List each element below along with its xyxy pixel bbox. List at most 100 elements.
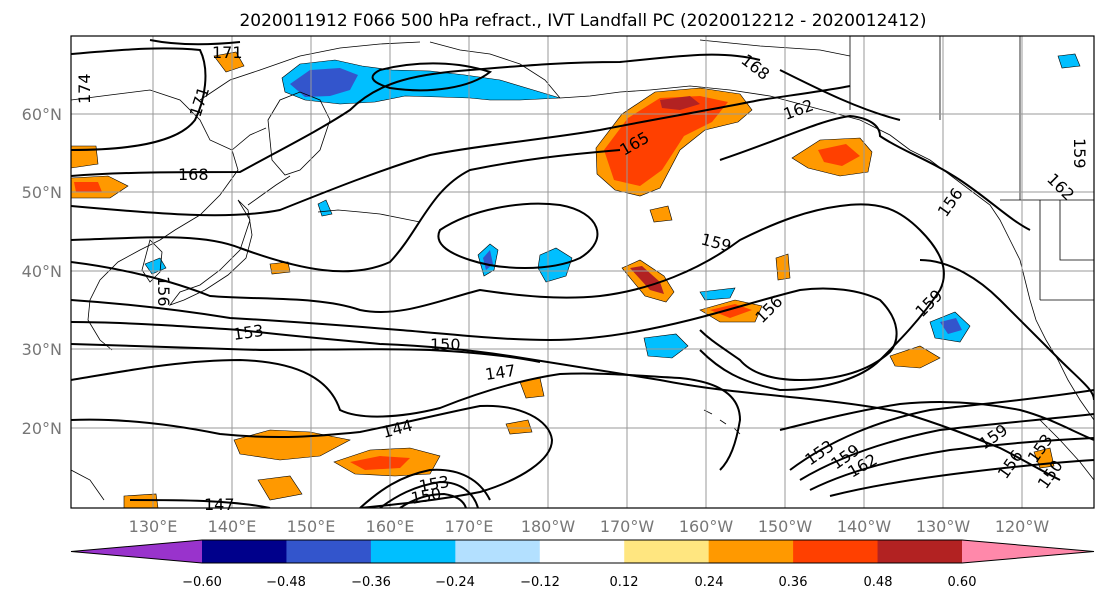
negative-anomaly-small xyxy=(317,199,333,217)
coastline-kuril-chain xyxy=(247,175,421,223)
lon-label: 170°E xyxy=(445,517,494,536)
contour-label: 150 xyxy=(409,484,442,508)
contour-label: 168 xyxy=(178,165,209,184)
lat-label-60n: 60°N xyxy=(22,105,62,124)
graticule xyxy=(71,36,1094,508)
colorbar-segment xyxy=(286,540,372,563)
colorbar-segment xyxy=(202,540,287,563)
colorbar-tick-label: 0.60 xyxy=(948,575,977,590)
lat-label-20n: 20°N xyxy=(22,419,62,438)
colorbar-segment xyxy=(877,540,963,563)
contour-162 xyxy=(71,69,1031,273)
coastline-alaska-west xyxy=(429,41,651,99)
lon-label: 170°W xyxy=(600,517,655,536)
positive-anomaly-small-2 xyxy=(505,419,533,435)
coastline-kamchatka xyxy=(267,91,331,176)
coastline-siberia xyxy=(199,41,421,101)
contour-label: 156 xyxy=(934,184,967,220)
contour-lows-east xyxy=(789,389,1094,497)
positive-anomaly-central-pacific-core xyxy=(630,266,664,294)
negative-anomaly-pacific-4 xyxy=(699,287,736,301)
coastline-alaska-south xyxy=(649,85,861,121)
colorbar-extend-min xyxy=(71,540,202,563)
lat-label-50n: 50°N xyxy=(22,183,62,202)
contour-label: 159 xyxy=(911,286,946,321)
coastline-japan xyxy=(168,199,253,306)
colorbar-tick-label: −0.60 xyxy=(182,575,222,590)
graticule-parallels xyxy=(71,113,1094,429)
negative-anomaly-japan xyxy=(144,257,167,275)
contour-label: 156 xyxy=(154,276,173,307)
contour-label: 159 xyxy=(699,230,733,256)
contour-label: 159 xyxy=(1070,138,1089,169)
negative-anomaly-alaska xyxy=(1057,53,1081,69)
positive-anomaly-gulf-alaska-core xyxy=(604,96,728,186)
lat-label-30n: 30°N xyxy=(22,340,62,359)
negative-anomaly-pacific-3 xyxy=(643,333,689,359)
lat-label-40n: 40°N xyxy=(22,262,62,281)
positive-anomaly-gulf-alaska-peak xyxy=(660,96,700,110)
coastline-philippines xyxy=(71,469,105,501)
colorbar-tick-label: −0.36 xyxy=(351,575,391,590)
lon-label: 160°E xyxy=(366,517,415,536)
positive-anomaly-east-2 xyxy=(257,475,303,501)
contour-165 xyxy=(71,85,851,217)
positive-anomaly-west-edge-core xyxy=(74,182,102,192)
contour-label: 171 xyxy=(212,43,243,62)
negative-anomaly-bering xyxy=(281,59,561,105)
lon-label: 160°W xyxy=(679,517,734,536)
contour-label: 174 xyxy=(75,73,94,104)
positive-anomaly-small-5 xyxy=(775,253,791,281)
coastline-okhotsk xyxy=(231,127,267,151)
colorbar-tick-label: 0.48 xyxy=(864,575,893,590)
colorbar-segment xyxy=(455,540,541,563)
contour-168-left xyxy=(149,39,241,46)
positive-anomaly-hawaii-ne xyxy=(889,345,941,369)
colorbar-tick-label: 0.12 xyxy=(610,575,639,590)
contour-156 xyxy=(71,259,1094,401)
longitude-labels: 130°E 140°E 150°E 160°E 170°E 180°W 170°… xyxy=(129,517,1050,536)
coastline-mexico xyxy=(1039,419,1094,481)
colorbar-extend-max xyxy=(962,540,1094,563)
border-states xyxy=(1039,200,1094,301)
colorbar-segment xyxy=(370,540,456,563)
contour-label: 150 xyxy=(430,335,461,354)
negative-anomaly-east-pacific-core xyxy=(940,318,962,334)
coastline-bc xyxy=(859,119,1094,421)
map-title: 2020011912 F066 500 hPa refract., IVT La… xyxy=(239,11,926,31)
positive-anomaly-bc-coast-core xyxy=(818,144,860,166)
positive-anomaly-subtropical-core xyxy=(350,456,410,470)
contour-label: 168 xyxy=(738,50,774,84)
contour-171 xyxy=(71,47,207,151)
contour-label: 162 xyxy=(781,95,816,123)
colorbar-tick-label: −0.12 xyxy=(520,575,560,590)
positive-anomaly-west-edge-2 xyxy=(71,145,99,169)
coastline-east-asia xyxy=(71,89,239,351)
latitude-labels: 60°N 50°N 40°N 30°N 20°N xyxy=(22,105,62,438)
lon-label: 130°E xyxy=(129,517,178,536)
contour-label: 153 xyxy=(232,321,265,344)
contour-label: 156 xyxy=(751,292,786,327)
contour-label: 162 xyxy=(1043,169,1078,204)
positive-anomaly-areas xyxy=(71,51,1055,508)
colorbar-segment xyxy=(708,540,794,563)
contour-lows-west xyxy=(359,468,491,508)
contour-closed-pacific xyxy=(437,202,599,269)
lon-label: 140°E xyxy=(208,517,257,536)
colorbar xyxy=(70,539,1095,564)
lon-label: 130°W xyxy=(916,517,971,536)
colorbar-segment xyxy=(624,540,710,563)
positive-anomaly-small-3 xyxy=(649,205,673,223)
map-border xyxy=(70,35,1095,509)
lon-label: 180°W xyxy=(521,517,576,536)
colorbar-tick-label: 0.36 xyxy=(779,575,808,590)
colorbar-outline xyxy=(70,539,1095,564)
coastline-hawaii xyxy=(703,409,741,435)
contour-closed-north xyxy=(371,62,493,92)
lon-label: 150°W xyxy=(758,517,813,536)
coastline-alaska-north xyxy=(699,39,851,57)
contour-label: 144 xyxy=(380,416,414,442)
colorbar-ticks: −0.60 −0.48 −0.36 −0.24 −0.12 0.12 0.24 … xyxy=(182,575,976,590)
refractivity-contours xyxy=(71,39,1094,508)
